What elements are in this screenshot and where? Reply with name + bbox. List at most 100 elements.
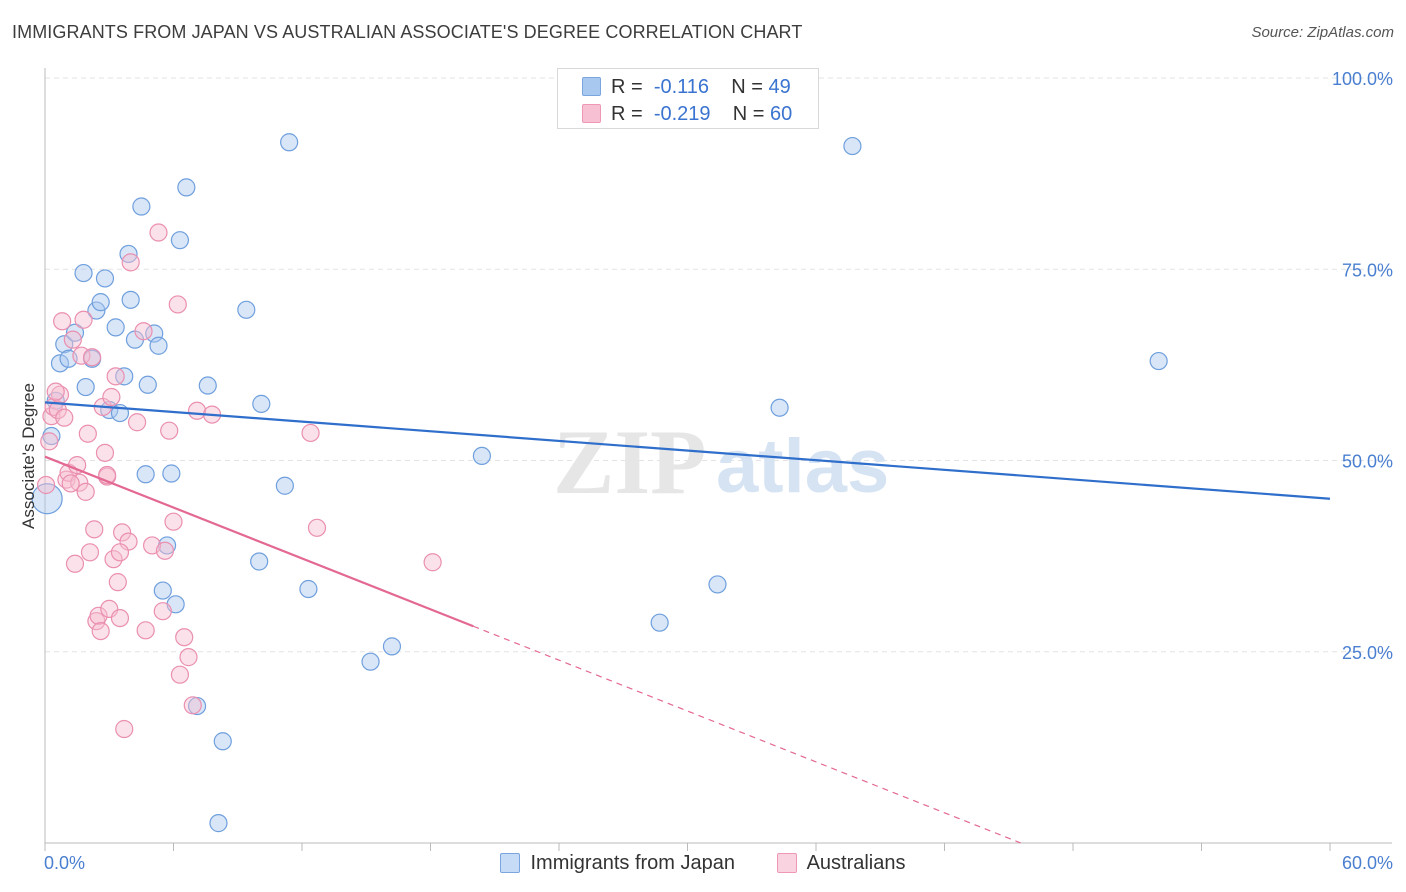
point-australians [46,382,65,401]
y-tick-label: 75.0% [1342,260,1393,280]
point-japan [136,465,155,484]
legend-n-label: N = [731,76,763,98]
point-japan [250,552,269,571]
point-japan [87,301,106,320]
gridlines [45,77,1392,653]
point-australians [423,553,442,572]
point-australians [91,621,110,641]
point-japan [76,377,95,397]
bottom-legend-label: Immigrants from Japan [530,852,735,874]
point-australians [55,408,74,427]
trend-line-japan [44,401,1331,500]
trend-lines [44,401,1331,844]
point-australians [121,253,140,272]
point-japan [55,335,74,354]
point-australians [110,608,130,628]
point-japan [91,293,110,312]
point-japan [132,197,151,216]
point-australians [40,432,59,451]
legend: R = -0.116 N = 49 R = -0.219 N = 60 [557,68,819,129]
point-japan [153,581,172,600]
point-japan [237,300,256,319]
watermark-zip: ZIP [553,411,706,513]
point-japan [280,133,299,152]
point-japan [213,732,232,751]
point-australians [63,330,82,349]
point-japan [770,398,789,417]
axes [44,68,1392,851]
point-japan [1149,351,1168,371]
point-australians [74,310,93,329]
point-japan [162,464,181,483]
bottom-legend-australians[interactable]: Australians [776,852,906,875]
point-japan [95,269,115,288]
point-japan [361,652,380,671]
legend-r-label: R = [611,103,643,125]
point-australians [134,322,153,341]
point-australians [149,223,168,242]
point-australians [85,520,104,539]
point-japan [650,613,669,632]
point-japan [170,231,190,250]
y-axis-label: Associate's Degree [19,383,38,529]
bottom-legend-japan[interactable]: Immigrants from Japan [500,852,735,875]
point-japan [121,290,140,309]
point-australians [89,606,108,625]
x-tick-label-min: 0.0% [44,853,85,873]
bottom-legend-label: Australians [806,852,906,874]
point-japan [50,354,70,373]
trend-line-australians [44,455,474,628]
chart-source: Source: ZipAtlas.com [1251,24,1394,41]
chart-title: IMMIGRANTS FROM JAPAN VS AUSTRALIAN ASSO… [12,22,803,42]
tick-labels: 100.0% 75.0% 50.0% 25.0% 0.0% 60.0% [44,69,1393,873]
point-australians [175,628,194,647]
legend-n-label: N = [732,103,765,125]
point-japan [209,814,228,833]
watermark: ZIP atlas [553,411,889,513]
legend-r-value: -0.116 [653,76,710,98]
point-australians [153,602,172,621]
point-australians [155,541,175,560]
legend-r-value: -0.219 [653,103,711,125]
point-japan [177,178,196,197]
point-australians [36,475,56,495]
y-tick-label: 100.0% [1332,69,1393,89]
legend-n-value: 49 [768,76,791,98]
point-japan [138,375,157,394]
point-japan [382,637,402,656]
point-japan [252,394,271,413]
y-tick-label: 25.0% [1342,643,1393,663]
point-japan [74,263,93,283]
bottom-legend: Immigrants from Japan Australians [0,852,1406,875]
point-australians [115,719,134,739]
x-tick-label-max: 60.0% [1342,853,1393,873]
y-tick-label: 50.0% [1342,452,1393,472]
point-australians [112,523,132,542]
watermark-atlas: atlas [716,424,889,509]
point-australians [168,295,187,314]
point-australians [183,696,202,715]
point-australians [80,543,100,562]
point-australians [76,482,95,501]
bottom-legend-swatch-pink [776,853,797,873]
point-australians [83,348,102,367]
point-australians [102,387,121,407]
point-australians [78,424,97,443]
point-australians [61,474,80,493]
series-australians [36,223,442,739]
trend-line-australians-extension [473,625,1022,844]
point-australians [108,573,127,592]
point-australians [127,413,147,432]
point-japan [275,476,294,495]
point-japan [843,136,862,156]
point-japan [65,323,85,342]
point-australians [187,401,207,420]
bottom-legend-swatch-blue [500,853,521,873]
point-japan [708,575,727,594]
legend-row-japan: R = -0.116 N = 49 [582,76,791,99]
legend-n-value: 60 [770,103,793,125]
point-australians [164,512,183,531]
point-japan [299,579,318,599]
point-australians [95,443,115,462]
